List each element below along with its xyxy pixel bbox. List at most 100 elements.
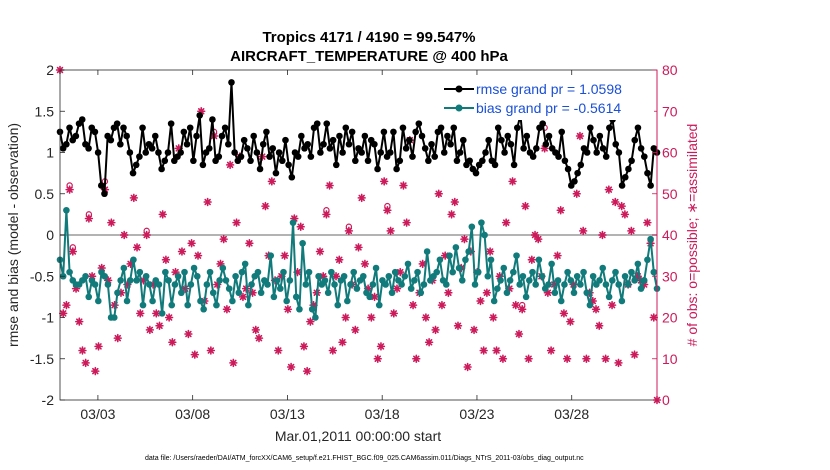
obs-marker-stroke xyxy=(326,182,333,189)
rmse-data-point xyxy=(618,182,626,189)
bias-data-point xyxy=(596,277,603,284)
obs-assimilated-marker xyxy=(232,218,241,227)
obs-marker-stroke xyxy=(59,310,67,317)
obs-marker-stroke xyxy=(557,207,564,214)
rmse-data-point xyxy=(574,169,581,177)
obs-marker-stroke xyxy=(95,343,102,350)
rmse-data-point xyxy=(85,145,92,152)
rmse-data-point xyxy=(199,161,207,169)
obs-marker-stroke xyxy=(226,161,234,169)
rmse-data-point xyxy=(151,132,159,140)
bias-data-point xyxy=(235,289,243,297)
obs-assimilated-marker xyxy=(437,300,447,310)
bias-data-point xyxy=(589,272,597,280)
obs-assimilated-marker xyxy=(274,346,283,355)
obs-assimilated-marker xyxy=(238,292,248,302)
bias-data-point xyxy=(273,277,281,284)
obs-assimilated-marker xyxy=(225,160,235,170)
obs-marker-stroke xyxy=(400,182,407,189)
rmse-data-point xyxy=(640,153,648,160)
obs-assimilated-marker xyxy=(578,226,588,236)
bias-data-point xyxy=(283,297,290,305)
rmse-data-point xyxy=(637,145,645,152)
rmse-data-point xyxy=(326,145,334,152)
obs-assimilated-marker xyxy=(601,354,610,363)
rmse-data-point xyxy=(621,173,629,181)
rmse-data-point xyxy=(555,153,562,160)
obs-marker-stroke xyxy=(223,306,231,313)
bias-data-point xyxy=(557,297,565,305)
rmse-data-point xyxy=(221,124,229,132)
bias-data-point xyxy=(644,256,651,264)
y-left-tick-label: 0 xyxy=(46,227,54,243)
y-right-tick-label: 30 xyxy=(662,268,678,284)
rmse-data-point xyxy=(282,136,289,144)
y-right-tick-label: 40 xyxy=(662,227,678,243)
obs-marker-stroke xyxy=(165,314,173,321)
obs-assimilated-marker xyxy=(572,189,581,198)
rmse-data-point xyxy=(240,136,248,144)
obs-assimilated-marker xyxy=(91,366,100,376)
obs-marker-stroke xyxy=(515,330,523,338)
obs-assimilated-marker xyxy=(476,296,485,306)
bias-data-point xyxy=(190,264,198,272)
obs-assimilated-marker xyxy=(611,197,620,207)
obs-assimilated-marker xyxy=(245,239,254,248)
bias-data-point xyxy=(468,223,476,231)
bias-data-point xyxy=(510,268,517,276)
obs-marker-stroke xyxy=(547,347,555,354)
rmse-data-point xyxy=(218,132,226,140)
obs-assimilated-marker xyxy=(521,201,530,211)
bias-data-point xyxy=(458,277,466,284)
obs-assimilated-marker xyxy=(485,247,495,256)
obs-marker-stroke xyxy=(262,202,269,210)
obs-marker-stroke xyxy=(499,355,507,362)
obs-marker-stroke xyxy=(583,355,590,362)
obs-marker-stroke xyxy=(554,252,561,259)
obs-marker-stroke xyxy=(92,367,99,375)
obs-marker-stroke xyxy=(477,297,484,305)
rmse-data-point xyxy=(539,120,546,127)
rmse-data-point xyxy=(520,145,527,152)
rmse-data-point xyxy=(491,161,499,169)
bias-data-point xyxy=(66,268,73,276)
bias-data-point xyxy=(203,281,211,288)
obs-marker-stroke xyxy=(339,339,346,346)
rmse-data-point xyxy=(628,157,635,165)
rmse-data-point xyxy=(371,140,378,148)
rmse-data-point xyxy=(459,136,467,144)
rmse-data-point xyxy=(225,140,232,148)
obs-assimilated-marker xyxy=(553,251,562,260)
obs-marker-stroke xyxy=(268,178,276,185)
bias-data-point xyxy=(359,272,367,280)
bias-data-point xyxy=(417,289,425,297)
obs-assimilated-marker xyxy=(392,284,402,293)
obs-marker-stroke xyxy=(300,343,308,350)
obs-marker-stroke xyxy=(252,326,260,334)
rmse-data-point xyxy=(177,149,184,156)
y-left-tick-label: 1.5 xyxy=(35,103,55,119)
bias-data-point xyxy=(184,301,192,309)
legend-box xyxy=(440,76,654,120)
rmse-data-point xyxy=(266,153,273,160)
obs-marker-stroke xyxy=(329,347,337,354)
rmse-data-point xyxy=(158,165,165,173)
bias-data-point xyxy=(567,277,575,284)
y-right-tick-label: 20 xyxy=(662,310,678,326)
obs-assimilated-marker xyxy=(489,313,498,322)
obs-assimilated-marker xyxy=(517,305,527,314)
bias-data-point xyxy=(618,297,626,305)
rmse-data-point xyxy=(529,153,537,160)
bias-data-point xyxy=(219,264,227,272)
obs-assimilated-marker xyxy=(129,193,139,203)
obs-marker-stroke xyxy=(85,215,93,222)
rmse-data-point xyxy=(431,153,439,160)
obs-marker-stroke xyxy=(419,260,426,268)
rmse-data-point xyxy=(244,145,251,152)
rmse-data-point xyxy=(323,120,331,127)
bias-data-point xyxy=(216,277,223,284)
obs-assimilated-marker xyxy=(177,247,187,256)
rmse-data-point xyxy=(142,149,150,156)
obs-assimilated-marker xyxy=(75,317,84,326)
obs-assimilated-marker xyxy=(463,362,472,372)
